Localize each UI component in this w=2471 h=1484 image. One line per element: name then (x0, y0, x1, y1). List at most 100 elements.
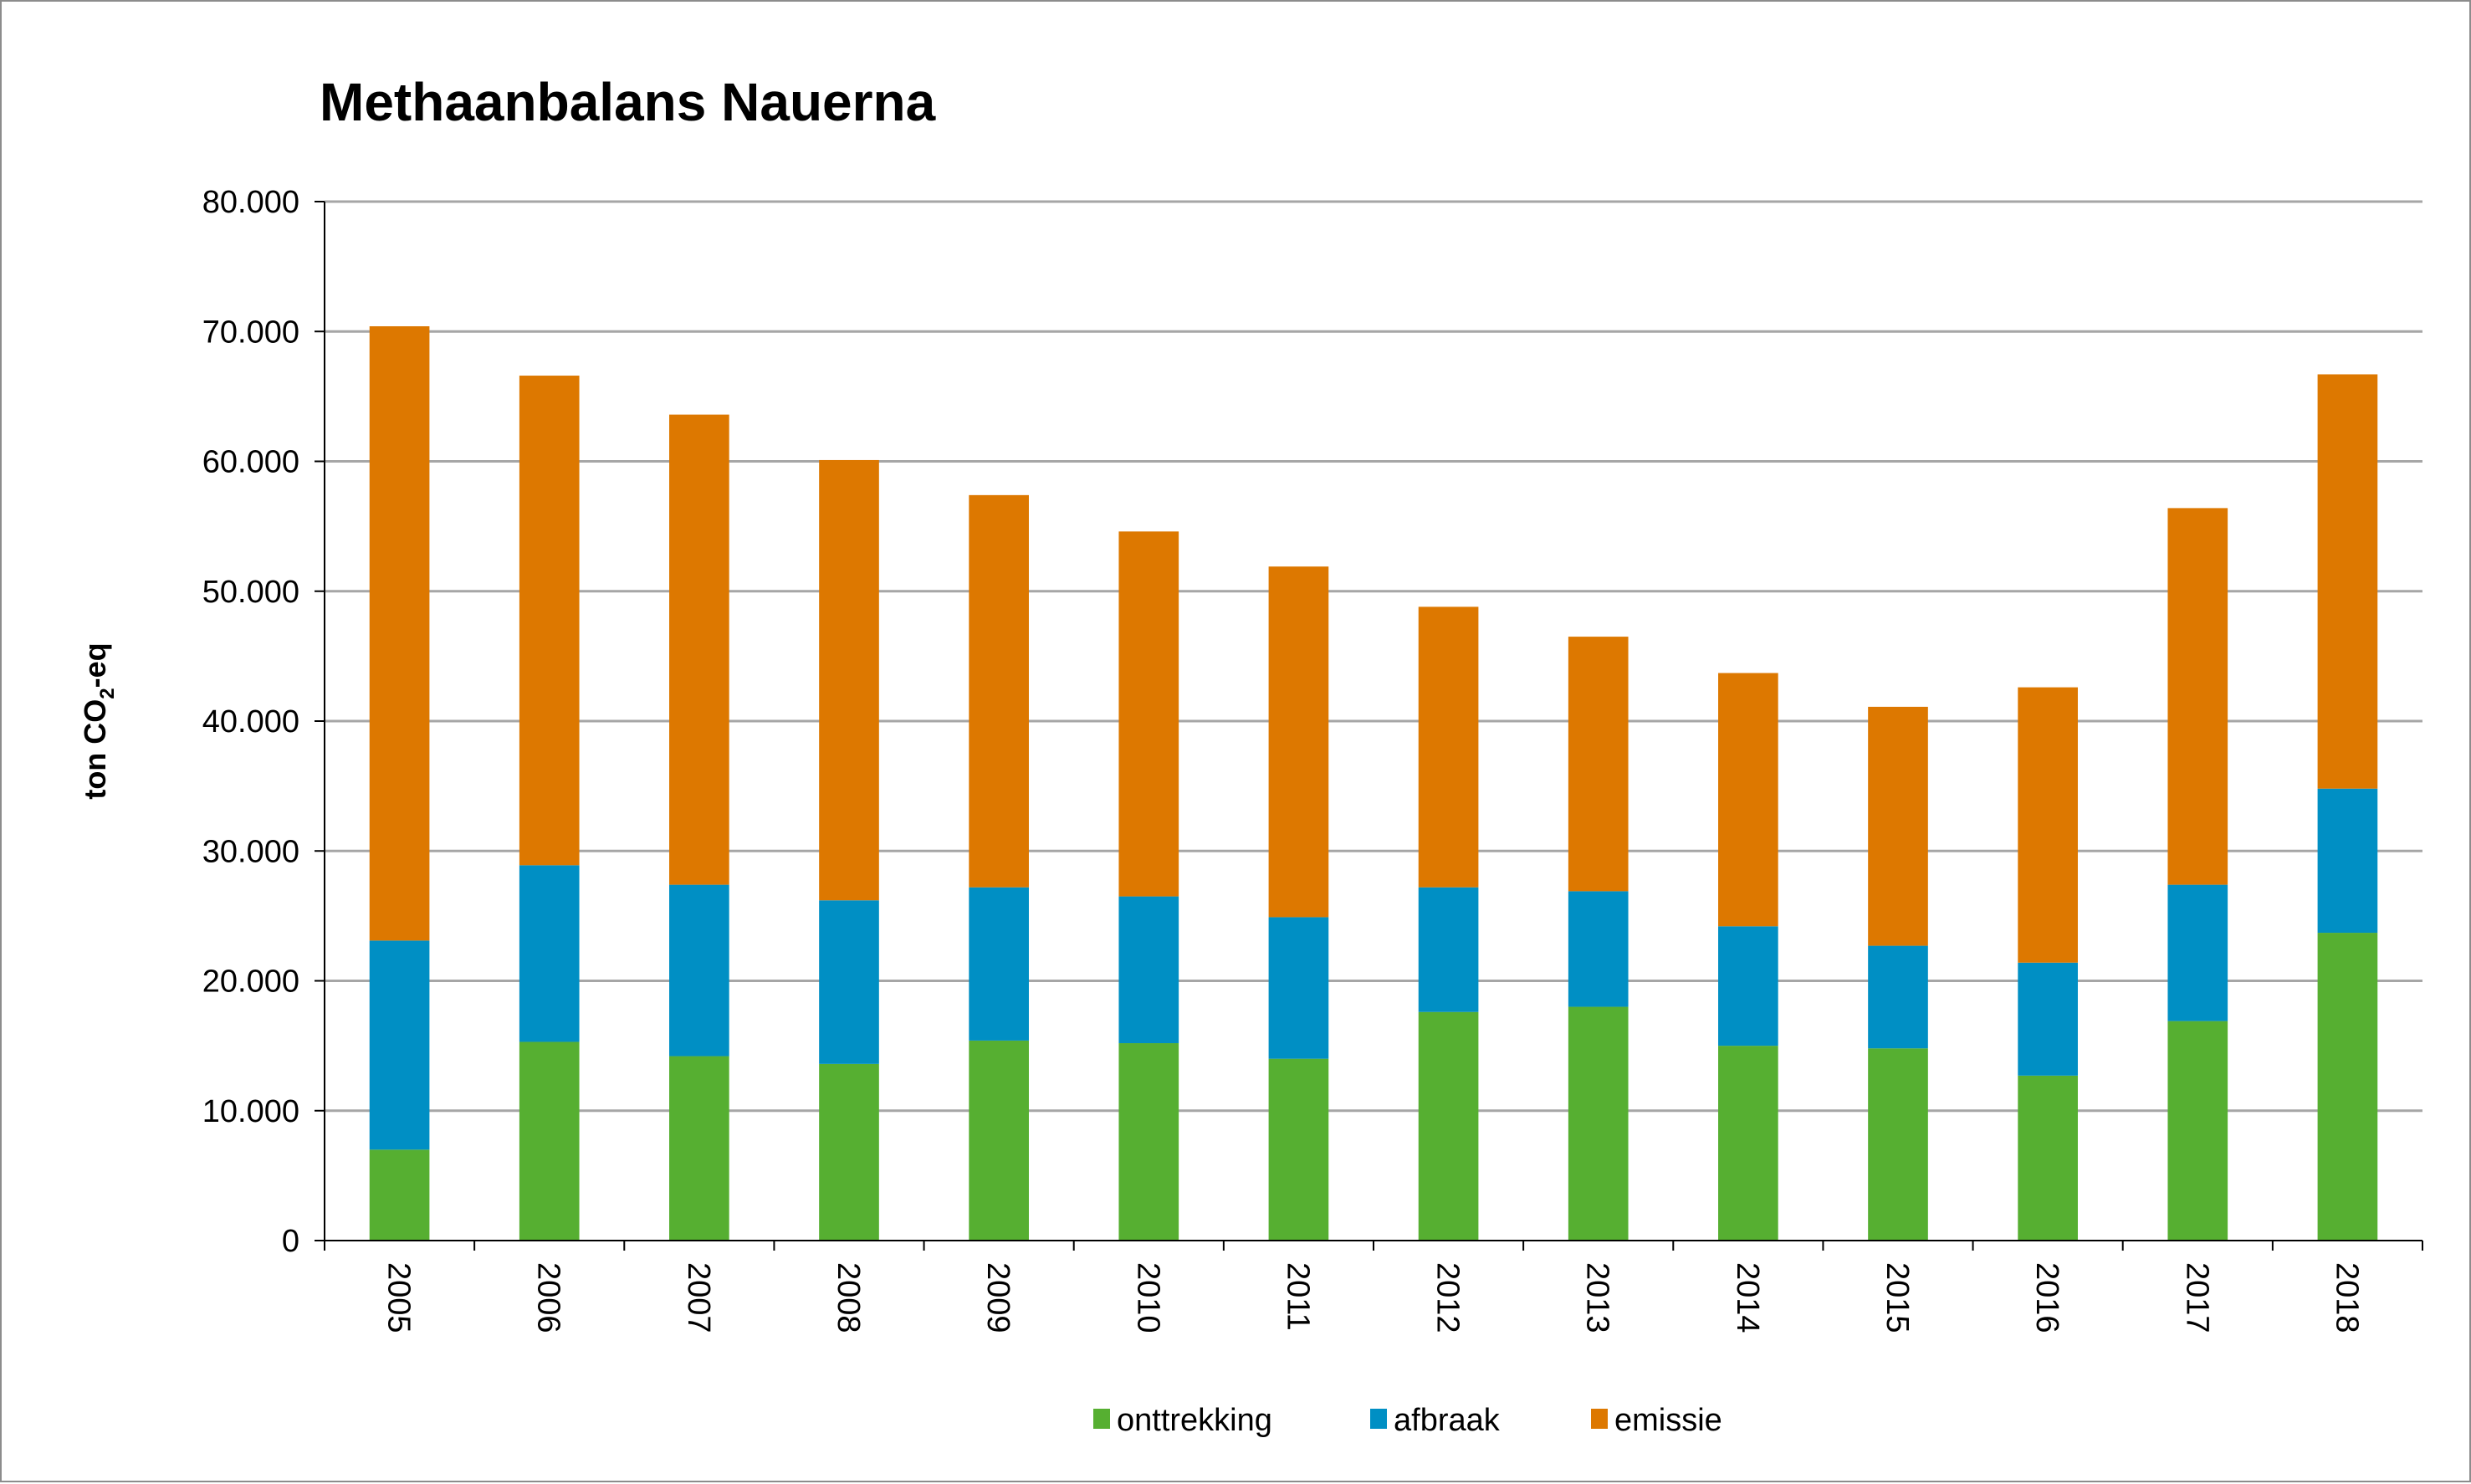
bar-afbraak-2006 (519, 865, 580, 1042)
legend-item-onttrekking: onttrekking (1093, 1403, 1272, 1438)
legend-label: onttrekking (1117, 1403, 1272, 1438)
y-tick-label: 50.000 (202, 575, 299, 610)
y-tick-label: 10.000 (202, 1094, 299, 1129)
bar-onttrekking-2011 (1268, 1058, 1329, 1241)
bar-onttrekking-2006 (519, 1041, 580, 1241)
x-tick-label: 2007 (681, 1262, 716, 1333)
bar-onttrekking-2009 (969, 1040, 1029, 1241)
bar-emissie-2012 (1418, 606, 1479, 888)
bar-emissie-2006 (519, 376, 580, 866)
bar-emissie-2010 (1118, 531, 1179, 897)
bar-stack-2014 (1718, 673, 1778, 1241)
x-tick-label: 2011 (1280, 1262, 1315, 1331)
y-tick-label: 20.000 (202, 965, 299, 1000)
bar-afbraak-2014 (1718, 926, 1778, 1046)
bar-stack-2009 (969, 494, 1029, 1241)
bar-stack-2006 (519, 376, 580, 1241)
bar-stack-2005 (369, 326, 430, 1241)
y-axis-label-subscript: 2 (96, 688, 119, 699)
y-axis-label-suffix: -eq (78, 642, 112, 688)
bar-stack-2008 (819, 459, 879, 1241)
x-tick-label: 2005 (381, 1262, 417, 1333)
x-tick-label: 2009 (980, 1262, 1016, 1333)
bar-stack-2018 (2317, 374, 2378, 1241)
bar-stack-2016 (2018, 687, 2078, 1241)
bar-afbraak-2016 (2018, 962, 2078, 1076)
legend: onttrekking afbraak emissie (1093, 1403, 1722, 1438)
legend-item-emissie: emissie (1591, 1403, 1722, 1438)
y-axis-label-main: ton CO (78, 699, 112, 800)
legend-label: afbraak (1394, 1403, 1501, 1438)
x-tick-label: 2012 (1430, 1262, 1466, 1333)
bar-afbraak-2009 (969, 887, 1029, 1041)
bar-onttrekking-2014 (1718, 1046, 1778, 1241)
bar-emissie-2013 (1568, 637, 1629, 892)
bar-onttrekking-2018 (2317, 933, 2378, 1241)
bar-onttrekking-2005 (369, 1149, 430, 1241)
bar-afbraak-2013 (1568, 891, 1629, 1007)
bar-stack-2011 (1268, 566, 1329, 1241)
legend-swatch (1093, 1409, 1110, 1429)
bar-onttrekking-2010 (1118, 1043, 1179, 1241)
x-tick-label: 2014 (1730, 1262, 1765, 1333)
legend-item-afbraak: afbraak (1370, 1403, 1501, 1438)
bar-onttrekking-2007 (669, 1056, 729, 1241)
bars (369, 326, 2378, 1241)
legend-swatch (1591, 1409, 1608, 1429)
x-tick-label: 2010 (1130, 1262, 1165, 1333)
bar-afbraak-2010 (1118, 896, 1179, 1044)
bar-stack-2017 (2167, 508, 2228, 1241)
bar-afbraak-2005 (369, 940, 430, 1150)
x-tick-label: 2017 (2179, 1262, 2214, 1333)
y-tick-label: 0 (282, 1224, 299, 1259)
chart-title: Methaanbalans Nauerna (320, 72, 936, 132)
bar-stack-2010 (1118, 531, 1179, 1241)
bar-emissie-2017 (2167, 508, 2228, 885)
bar-afbraak-2008 (819, 900, 879, 1064)
legend-label: emissie (1614, 1403, 1722, 1438)
y-tick-label: 30.000 (202, 834, 299, 869)
y-tick-label: 40.000 (202, 704, 299, 739)
x-axis-ticks: 2005 2006 2007 2008 2009 2010 2011 2012 2013 2014… (324, 1241, 2423, 1333)
bar-emissie-2015 (1868, 706, 1928, 946)
bar-afbraak-2012 (1418, 887, 1479, 1012)
x-tick-label: 2018 (2329, 1262, 2364, 1333)
bar-emissie-2011 (1268, 566, 1329, 918)
y-axis-ticks: 0 10.000 20.000 30.000 40.000 50.000 60.000 70.… (202, 185, 325, 1259)
y-axis-label: ton CO2-eq (78, 642, 119, 799)
x-tick-label: 2008 (831, 1262, 866, 1333)
bar-onttrekking-2012 (1418, 1011, 1479, 1241)
bar-stack-2007 (669, 414, 729, 1241)
bar-emissie-2005 (369, 326, 430, 941)
bar-afbraak-2017 (2167, 884, 2228, 1021)
bar-stack-2013 (1568, 637, 1629, 1241)
bar-emissie-2008 (819, 459, 879, 901)
x-tick-label: 2013 (1580, 1262, 1615, 1333)
x-tick-label: 2006 (531, 1262, 566, 1333)
bar-onttrekking-2013 (1568, 1006, 1629, 1241)
bar-stack-2012 (1418, 606, 1479, 1241)
bar-emissie-2014 (1718, 673, 1778, 927)
bar-afbraak-2011 (1268, 917, 1329, 1059)
legend-swatch (1370, 1409, 1387, 1429)
x-tick-label: 2016 (2029, 1262, 2064, 1333)
gridlines (325, 200, 2422, 1113)
y-tick-label: 60.000 (202, 445, 299, 480)
bar-stack-2015 (1868, 706, 1928, 1241)
bar-onttrekking-2017 (2167, 1021, 2228, 1241)
bar-afbraak-2007 (669, 884, 729, 1057)
y-tick-label: 80.000 (202, 185, 299, 220)
bar-emissie-2016 (2018, 687, 2078, 963)
bar-emissie-2009 (969, 494, 1029, 888)
bar-afbraak-2018 (2317, 788, 2378, 934)
y-tick-label: 70.000 (202, 315, 299, 350)
bar-onttrekking-2016 (2018, 1075, 2078, 1241)
bar-emissie-2018 (2317, 374, 2378, 789)
bar-afbraak-2015 (1868, 945, 1928, 1049)
bar-onttrekking-2015 (1868, 1048, 1928, 1241)
bar-emissie-2007 (669, 414, 729, 885)
bar-onttrekking-2008 (819, 1063, 879, 1241)
x-tick-label: 2015 (1880, 1262, 1915, 1333)
